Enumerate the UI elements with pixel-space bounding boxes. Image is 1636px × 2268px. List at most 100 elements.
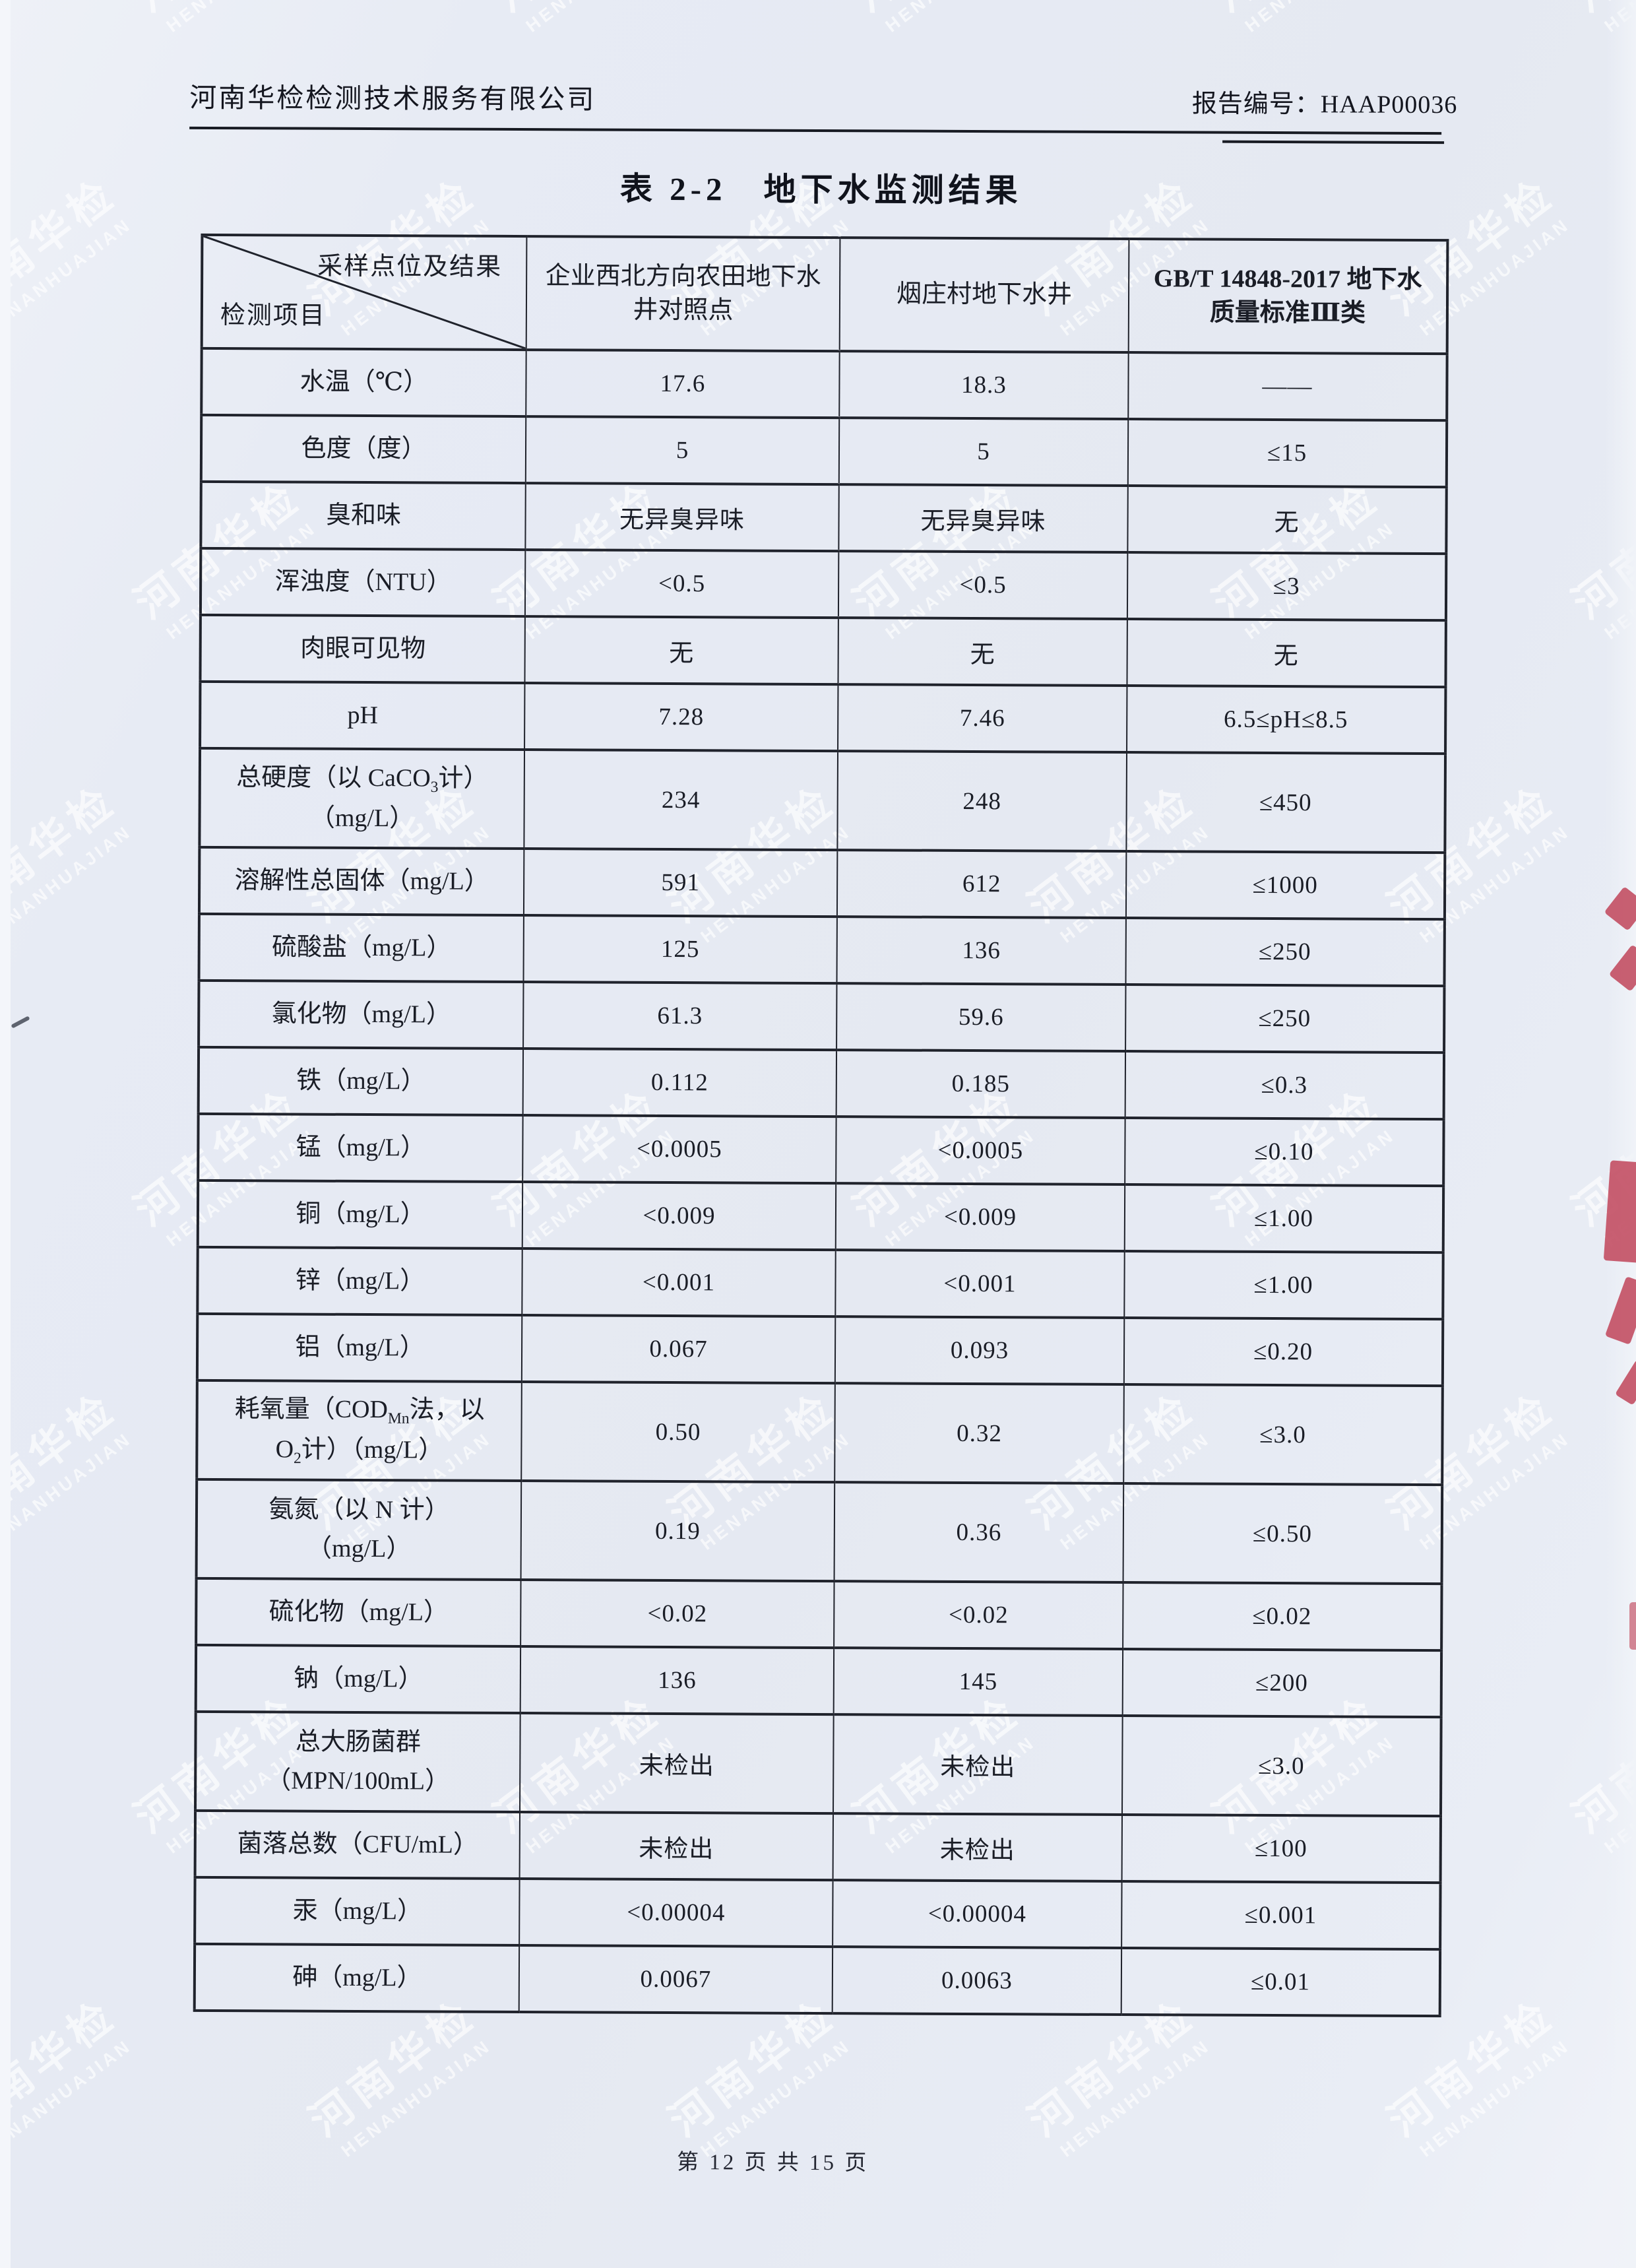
item-cell: 铁（mg/L） xyxy=(198,1047,524,1116)
value-cell-site2: 无 xyxy=(838,618,1127,686)
table-row: 臭和味 无异臭异味 无异臭异味无 xyxy=(201,481,1447,554)
value-cell-site1: <0.0005 xyxy=(522,1115,836,1184)
table-row: 铁（mg/L） 0.112 0.185 ≤0.3 xyxy=(198,1047,1445,1120)
table-row: 铜（mg/L） <0.009 <0.009 ≤1.00 xyxy=(197,1180,1444,1253)
corner-label-bottom: 检测项目 xyxy=(220,301,327,330)
value-cell-site2: <0.001 xyxy=(835,1250,1125,1318)
item-cell: 锌（mg/L） xyxy=(197,1247,522,1316)
item-label-line: 色度（度） xyxy=(301,434,427,463)
item-label-line: 肉眼可见物 xyxy=(300,634,426,663)
item-label-line: pH xyxy=(347,701,379,730)
value-cell-site1: 0.067 xyxy=(521,1315,836,1384)
table-row: 溶解性总固体（mg/L） 591 612 ≤1000 xyxy=(199,847,1445,920)
item-label-line: （MPN/100mL） xyxy=(266,1766,451,1796)
item-label-line: 浑浊度（NTU） xyxy=(274,567,452,597)
stamp-fragment xyxy=(1629,1602,1636,1650)
item-cell: 耗氧量（CODMn法，以 O2计）（mg/L） xyxy=(197,1380,522,1481)
table-row: 砷（mg/L） 0.0067 0.0063 ≤0.01 xyxy=(194,1943,1441,2017)
item-label-line: 铁（mg/L） xyxy=(296,1066,426,1095)
value-cell-site2: <0.0005 xyxy=(836,1117,1125,1185)
table-row: 汞（mg/L） <0.00004 <0.00004 ≤0.001 xyxy=(195,1877,1441,1950)
value-cell-site2: 7.46 xyxy=(838,684,1127,753)
value-cell-site1: <0.009 xyxy=(522,1182,836,1250)
value-cell-site2: 0.0063 xyxy=(832,1947,1122,2015)
item-label-line: 汞（mg/L） xyxy=(292,1896,423,1926)
table-row: 氨氮（以 N 计） （mg/L） 0.19 0.36 ≤0.50 xyxy=(196,1479,1443,1584)
table-row: 钠（mg/L） 136 145 ≤200 xyxy=(195,1644,1442,1718)
item-cell: 硫化物（mg/L） xyxy=(196,1578,521,1647)
report-number-underline xyxy=(1222,140,1445,145)
monitoring-results-table: 采样点位及结果 检测项目 企业西北方向农田地下水井对照点 烟庄村地下水井 GB/… xyxy=(193,233,1449,2018)
value-cell-site2: 145 xyxy=(833,1648,1123,1716)
corner-cell: 采样点位及结果 检测项目 xyxy=(201,234,527,350)
table-row: 肉眼可见物无无无 xyxy=(200,614,1446,688)
table-row: 锰（mg/L） <0.0005 <0.0005 ≤0.10 xyxy=(198,1113,1444,1186)
value-cell-site1: <0.00004 xyxy=(519,1879,833,1947)
company-name: 河南华检检测技术服务有限公司 xyxy=(189,82,596,115)
limit-cell: 无 xyxy=(1127,486,1447,554)
limit-cell: ≤3 xyxy=(1127,552,1447,621)
report-number: 报告编号：HAAP00036 xyxy=(1192,82,1458,120)
limit-cell: ≤200 xyxy=(1122,1649,1442,1718)
item-cell: 铝（mg/L） xyxy=(197,1313,522,1382)
item-label-line: 氯化物（mg/L） xyxy=(271,1000,452,1029)
value-cell-site2: 248 xyxy=(837,751,1127,852)
value-cell-site2: 612 xyxy=(836,850,1127,919)
limit-cell: ≤3.0 xyxy=(1123,1384,1443,1485)
value-cell-site1: 591 xyxy=(523,849,838,917)
limit-cell: ≤100 xyxy=(1121,1815,1441,1883)
value-cell-site2: 18.3 xyxy=(839,351,1129,420)
item-cell: 铜（mg/L） xyxy=(197,1180,523,1249)
limit-cell: ≤0.01 xyxy=(1121,1948,1441,2017)
value-cell-site2: 136 xyxy=(836,917,1126,985)
limit-cell: ≤450 xyxy=(1126,752,1446,853)
limit-cell: ≤0.10 xyxy=(1125,1118,1444,1186)
table-row: pH 7.28 7.46 6.5≤pH≤8.5 xyxy=(200,681,1446,754)
value-cell-site1: 17.6 xyxy=(526,350,840,418)
item-label-line: 钠（mg/L） xyxy=(294,1664,424,1693)
value-cell-site1: 0.19 xyxy=(520,1481,835,1582)
table-row: 总大肠菌群 （MPN/100mL） 未检出 未检出 ≤3.0 xyxy=(195,1711,1441,1817)
value-cell-site1: 61.3 xyxy=(523,982,837,1051)
item-cell: 砷（mg/L） xyxy=(194,1943,520,2013)
item-label-line: O2计）（mg/L） xyxy=(275,1435,444,1468)
item-cell: 总大肠菌群 （MPN/100mL） xyxy=(195,1711,520,1813)
item-label-line: （mg/L） xyxy=(309,804,415,833)
limit-cell: ≤15 xyxy=(1127,419,1447,488)
item-label-line: 耗氧量（CODMn法，以 xyxy=(234,1395,485,1427)
corner-label-top: 采样点位及结果 xyxy=(317,252,503,281)
value-cell-site1: 234 xyxy=(524,750,838,851)
item-cell: 水温（℃） xyxy=(201,348,526,417)
value-cell-site2: 0.32 xyxy=(834,1383,1124,1484)
value-cell-site1: 未检出 xyxy=(519,1812,834,1881)
table-row: 菌落总数（CFU/mL） 未检出 未检出 ≤100 xyxy=(195,1810,1441,1883)
item-label-line: 锰（mg/L） xyxy=(296,1133,426,1162)
item-cell: 锰（mg/L） xyxy=(198,1113,523,1183)
value-cell-site1: 0.112 xyxy=(522,1049,837,1117)
column-header-standard: GB/T 14848-2017 地下水质量标准Ⅲ类 xyxy=(1128,239,1448,354)
value-cell-site1: 无异臭异味 xyxy=(525,483,839,552)
page-title: 表 2-2 地下水监测结果 xyxy=(619,170,1022,209)
value-cell-site1: 136 xyxy=(520,1646,834,1715)
table-row: 锌（mg/L） <0.001 <0.001 ≤1.00 xyxy=(197,1247,1443,1320)
limit-cell: ≤250 xyxy=(1125,985,1445,1053)
limit-cell: ≤3.0 xyxy=(1122,1716,1441,1817)
value-cell-site1: 125 xyxy=(523,915,837,984)
value-cell-site1: <0.001 xyxy=(522,1248,836,1317)
table-row: 氯化物（mg/L） 61.3 59.6 ≤250 xyxy=(199,980,1445,1053)
limit-cell: ≤0.20 xyxy=(1123,1318,1443,1386)
limit-cell: ≤0.02 xyxy=(1123,1582,1442,1651)
item-label-line: 总硬度（以 CaCO3计） xyxy=(236,763,489,796)
report-number-value: HAAP00036 xyxy=(1320,90,1458,119)
limit-cell: ≤0.3 xyxy=(1125,1051,1445,1120)
limit-cell: ≤250 xyxy=(1125,918,1445,987)
value-cell-site2: 无异臭异味 xyxy=(838,484,1128,553)
value-cell-site2: <0.00004 xyxy=(833,1880,1122,1949)
value-cell-site1: 7.28 xyxy=(524,683,838,752)
limit-cell: ≤0.001 xyxy=(1121,1881,1441,1950)
item-label-line: 水温（℃） xyxy=(299,368,429,397)
table-header-row: 采样点位及结果 检测项目 企业西北方向农田地下水井对照点 烟庄村地下水井 GB/… xyxy=(201,234,1448,354)
item-cell: 氨氮（以 N 计） （mg/L） xyxy=(196,1479,522,1580)
table-row: 铝（mg/L） 0.067 0.093 ≤0.20 xyxy=(197,1313,1443,1386)
value-cell-site2: <0.02 xyxy=(834,1581,1123,1650)
